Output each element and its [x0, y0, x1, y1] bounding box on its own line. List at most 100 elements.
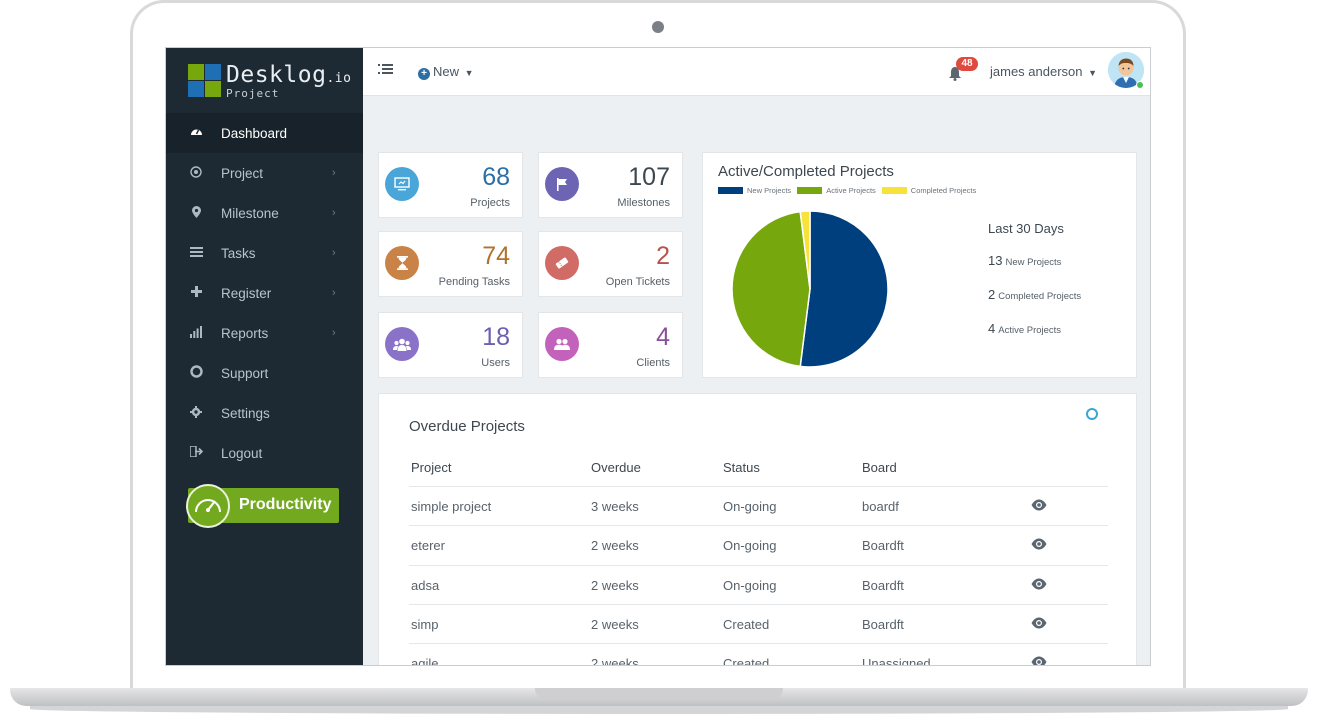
last-30-days-summary: Last 30 Days 13 New Projects 2 Completed P… [988, 221, 1081, 355]
sidebar-item-label: Milestone [221, 205, 279, 221]
sidebar-nav: Dashboard Project › Milestone › [166, 113, 363, 473]
sidebar-item-logout[interactable]: Logout [166, 433, 363, 473]
table-row[interactable]: adsa 2 weeks On-going Boardft [409, 566, 1108, 605]
active-completed-projects-card: Active/Completed Projects New Projects A… [702, 152, 1137, 378]
board-cell: boardf [862, 499, 899, 514]
project-cell: adsa [411, 577, 440, 593]
column-header: Overdue [591, 460, 641, 475]
plus-icon [189, 286, 203, 300]
logo-square-icon [188, 64, 204, 80]
column-header: Status [723, 460, 760, 475]
notification-badge: 48 [956, 57, 978, 71]
sidebar-item-support[interactable]: Support [166, 353, 363, 393]
chevron-right-icon: › [332, 287, 336, 299]
brand-subtitle: Project [226, 87, 280, 100]
status-cell: On-going [723, 538, 777, 554]
pie-chart [731, 210, 889, 368]
productivity-button[interactable]: Productivity [186, 484, 339, 528]
status-cell: Created [723, 656, 770, 666]
table-row[interactable]: simple project 3 weeks On-going boardf [409, 487, 1108, 527]
table-row[interactable]: eterer 2 weeks On-going Boardft [409, 526, 1108, 566]
summary-count: 2 [988, 287, 996, 302]
legend-label: Active Projects [826, 186, 876, 195]
column-header: Project [411, 460, 452, 475]
logo-square-icon [205, 81, 221, 97]
table-header-row: Project Overdue Status Board [409, 448, 1108, 487]
stat-card-milestones[interactable]: 107 Milestones [538, 152, 683, 218]
avatar[interactable] [1108, 52, 1144, 88]
legend-swatch [797, 187, 823, 194]
sidebar-item-label: Support [221, 365, 269, 381]
new-dropdown-button[interactable]: + New ▼ [418, 64, 474, 80]
camera-icon [652, 21, 664, 33]
summary-row-new: 13 New Projects [988, 253, 1081, 268]
sidebar-item-milestone[interactable]: Milestone › [166, 193, 363, 233]
sidebar: Desklog.io Project Dashboard Project › [166, 48, 363, 665]
chevron-right-icon: › [332, 167, 336, 179]
pie-slice-completed-projects[interactable] [799, 210, 811, 290]
status-cell: On-going [723, 499, 777, 514]
stat-value: 18 [482, 323, 510, 351]
overdue-cell: 3 weeks [591, 499, 639, 514]
gauge-icon [186, 484, 230, 528]
caret-down-icon: ▼ [464, 68, 474, 78]
board-cell: Boardft [862, 616, 904, 632]
overdue-projects-card: Overdue Projects Project Overdue Status … [378, 393, 1137, 666]
user-menu[interactable]: james anderson ▼ [990, 64, 1097, 79]
refresh-icon[interactable] [1086, 408, 1098, 420]
stat-value: 68 [482, 163, 510, 191]
overdue-table: Project Overdue Status Board simple proj… [409, 448, 1108, 666]
eye-icon[interactable] [1031, 656, 1047, 665]
bell-icon[interactable] [948, 66, 962, 81]
stat-label: Milestones [617, 197, 670, 209]
bar-chart-icon [189, 325, 203, 341]
chart-legend: New Projects Active Projects Completed P… [718, 186, 976, 195]
stat-card-open-tickets[interactable]: 2 Open Tickets [538, 231, 683, 297]
sidebar-item-register[interactable]: Register › [166, 273, 363, 313]
legend-swatch [881, 187, 907, 194]
menu-toggle-icon[interactable] [378, 63, 394, 77]
sidebar-item-settings[interactable]: Settings [166, 393, 363, 433]
chevron-right-icon: › [332, 327, 336, 339]
table-row[interactable]: agile 2 weeks Created Unassigned [409, 644, 1108, 666]
overdue-cell: 2 weeks [591, 656, 639, 666]
clients-icon [545, 327, 579, 361]
stat-label: Clients [636, 357, 670, 369]
status-cell: Created [723, 616, 770, 632]
productivity-label: Productivity [239, 496, 332, 513]
monitor-icon [385, 167, 419, 201]
eye-icon[interactable] [1031, 538, 1047, 550]
pie-slice-active-projects[interactable] [731, 210, 811, 368]
app-screen: Desklog.io Project Dashboard Project › [165, 47, 1151, 666]
pie-slice-new-projects[interactable] [799, 210, 889, 368]
project-cell: simp [411, 616, 439, 632]
project-cell: simple project [411, 499, 492, 514]
online-status-dot [1136, 81, 1144, 89]
summary-heading: Last 30 Days [988, 221, 1064, 236]
table-row[interactable]: simp 2 weeks Created Boardft [409, 605, 1108, 645]
username-label: james anderson [990, 64, 1083, 79]
sidebar-item-tasks[interactable]: Tasks › [166, 233, 363, 273]
stat-value: 107 [628, 163, 670, 191]
brand-logo[interactable]: Desklog.io Project [188, 62, 358, 104]
stat-card-users[interactable]: 18 Users [378, 312, 523, 378]
board-cell: Boardft [862, 538, 904, 554]
stat-value: 74 [482, 242, 510, 270]
eye-icon[interactable] [1031, 499, 1047, 511]
eye-icon[interactable] [1031, 578, 1047, 590]
stat-card-clients[interactable]: 4 Clients [538, 312, 683, 378]
summary-label: Completed Projects [998, 291, 1082, 302]
chevron-right-icon: › [332, 247, 336, 259]
sidebar-item-project[interactable]: Project › [166, 153, 363, 193]
sidebar-item-dashboard[interactable]: Dashboard [166, 113, 363, 153]
stat-card-pending-tasks[interactable]: 74 Pending Tasks [378, 231, 523, 297]
logo-square-icon [205, 64, 221, 80]
sidebar-item-reports[interactable]: Reports › [166, 313, 363, 353]
stat-card-projects[interactable]: 68 Projects [378, 152, 523, 218]
summary-label: New Projects [1005, 257, 1062, 268]
sidebar-item-label: Project [221, 165, 264, 181]
sidebar-item-label: Logout [221, 445, 263, 461]
map-marker-icon [189, 205, 203, 221]
eye-icon[interactable] [1031, 617, 1047, 629]
overdue-cell: 2 weeks [591, 616, 639, 632]
